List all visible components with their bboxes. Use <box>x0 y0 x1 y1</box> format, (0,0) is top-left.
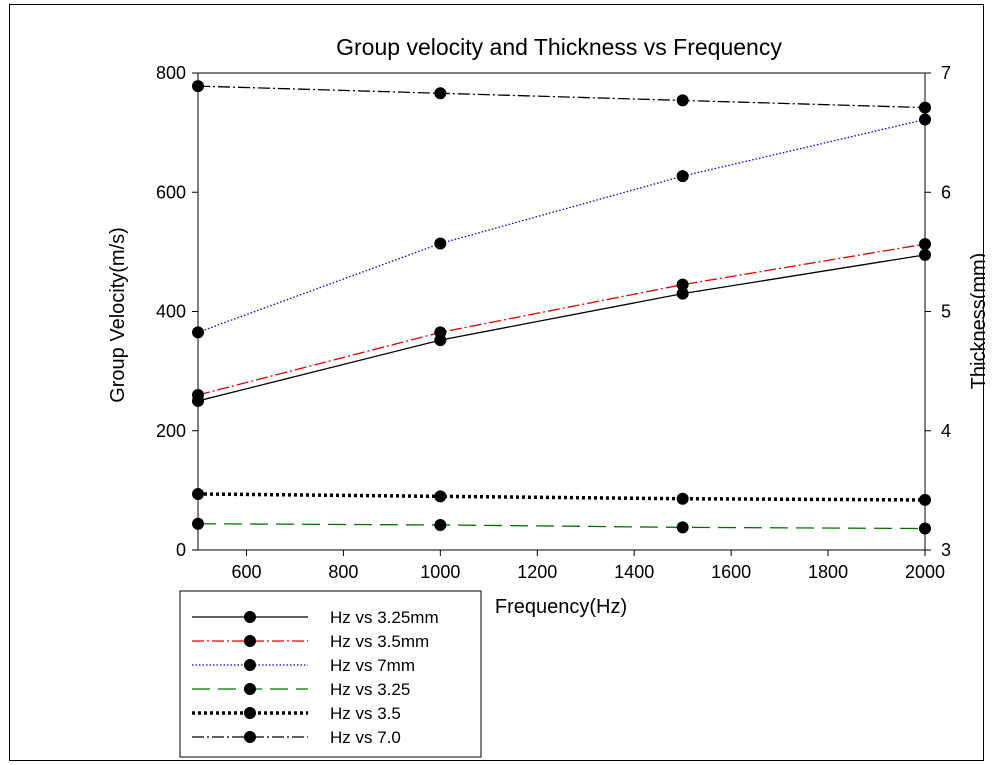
series-line-5 <box>197 85 926 109</box>
legend-marker <box>244 731 256 743</box>
data-point <box>919 238 931 251</box>
chart-title: Group velocity and Thickness vs Frequenc… <box>336 34 782 60</box>
legend-label: Hz vs 7.0 <box>330 728 401 747</box>
y-tick-label: 800 <box>156 63 186 83</box>
series-line-0 <box>197 254 926 402</box>
data-point <box>192 517 204 530</box>
data-point <box>676 521 689 534</box>
data-point <box>919 522 931 535</box>
y-tick-label: 600 <box>156 182 186 202</box>
chart-frame: Group velocity and Thickness vs Frequenc… <box>9 4 985 761</box>
y-tick-label: 400 <box>156 302 186 322</box>
y2-tick-label: 6 <box>941 182 951 202</box>
x-tick-label: 800 <box>328 562 358 582</box>
data-point <box>676 170 689 183</box>
data-point <box>434 326 447 339</box>
series-line-1 <box>197 243 926 396</box>
data-point <box>192 487 204 500</box>
data-point <box>192 80 204 93</box>
legend-marker <box>244 707 256 719</box>
y-axis-label: Group Velocity(m/s) <box>107 227 129 403</box>
data-point <box>676 287 689 300</box>
series-line-4 <box>197 492 926 502</box>
data-point <box>919 493 931 506</box>
y-tick-label: 200 <box>156 421 186 441</box>
x-tick-label: 1600 <box>711 562 751 582</box>
data-point <box>676 492 689 505</box>
x-axis: 600 800 1000 1200 1400 1600 1800 2000 <box>231 550 945 582</box>
data-point <box>676 278 689 291</box>
x-tick-label: 600 <box>231 562 261 582</box>
data-point <box>676 94 689 107</box>
x-tick-label: 1400 <box>614 562 654 582</box>
data-point <box>192 326 204 339</box>
x-tick-label: 1000 <box>420 562 460 582</box>
legend-label: Hz vs 3.25mm <box>330 608 439 627</box>
y2-tick-label: 4 <box>941 421 951 441</box>
y2-tick-label: 3 <box>941 540 951 560</box>
legend-marker <box>244 635 256 647</box>
legend: Hz vs 3.25mm Hz vs 3.5mm Hz vs 7mm Hz vs 3.… <box>179 590 482 758</box>
y2-axis-label: Thickness(mm) <box>968 253 985 390</box>
data-point <box>434 237 447 250</box>
x-tick-label: 1200 <box>517 562 557 582</box>
data-point <box>434 518 447 531</box>
legend-label: Hz vs 3.5mm <box>330 632 429 651</box>
plot-area <box>197 72 926 551</box>
data-point <box>434 490 447 503</box>
y-tick-label: 0 <box>176 540 186 560</box>
y2-tick-label: 7 <box>941 63 951 83</box>
legend-marker <box>244 659 256 671</box>
data-point <box>192 388 204 401</box>
data-point <box>919 248 931 261</box>
series-layer <box>192 80 931 535</box>
y-axis-left: 0 200 400 600 800 <box>156 63 198 560</box>
data-point <box>919 101 931 114</box>
data-point <box>434 87 447 100</box>
legend-label: Hz vs 3.5 <box>330 704 401 723</box>
y-axis-right: 3 4 5 6 7 <box>925 63 951 560</box>
x-tick-label: 2000 <box>905 562 945 582</box>
legend-marker <box>244 683 256 695</box>
series-line-2 <box>197 118 926 333</box>
chart-svg: Group velocity and Thickness vs Frequenc… <box>107 34 985 758</box>
legend-label: Hz vs 3.25 <box>330 680 410 699</box>
y2-tick-label: 5 <box>941 302 951 322</box>
legend-marker <box>244 611 256 623</box>
legend-label: Hz vs 7mm <box>330 656 415 675</box>
x-tick-label: 1800 <box>808 562 848 582</box>
legend-box <box>179 590 482 758</box>
x-axis-label: Frequency(Hz) <box>495 596 627 618</box>
data-point <box>919 113 931 126</box>
series-line-3 <box>197 523 926 530</box>
